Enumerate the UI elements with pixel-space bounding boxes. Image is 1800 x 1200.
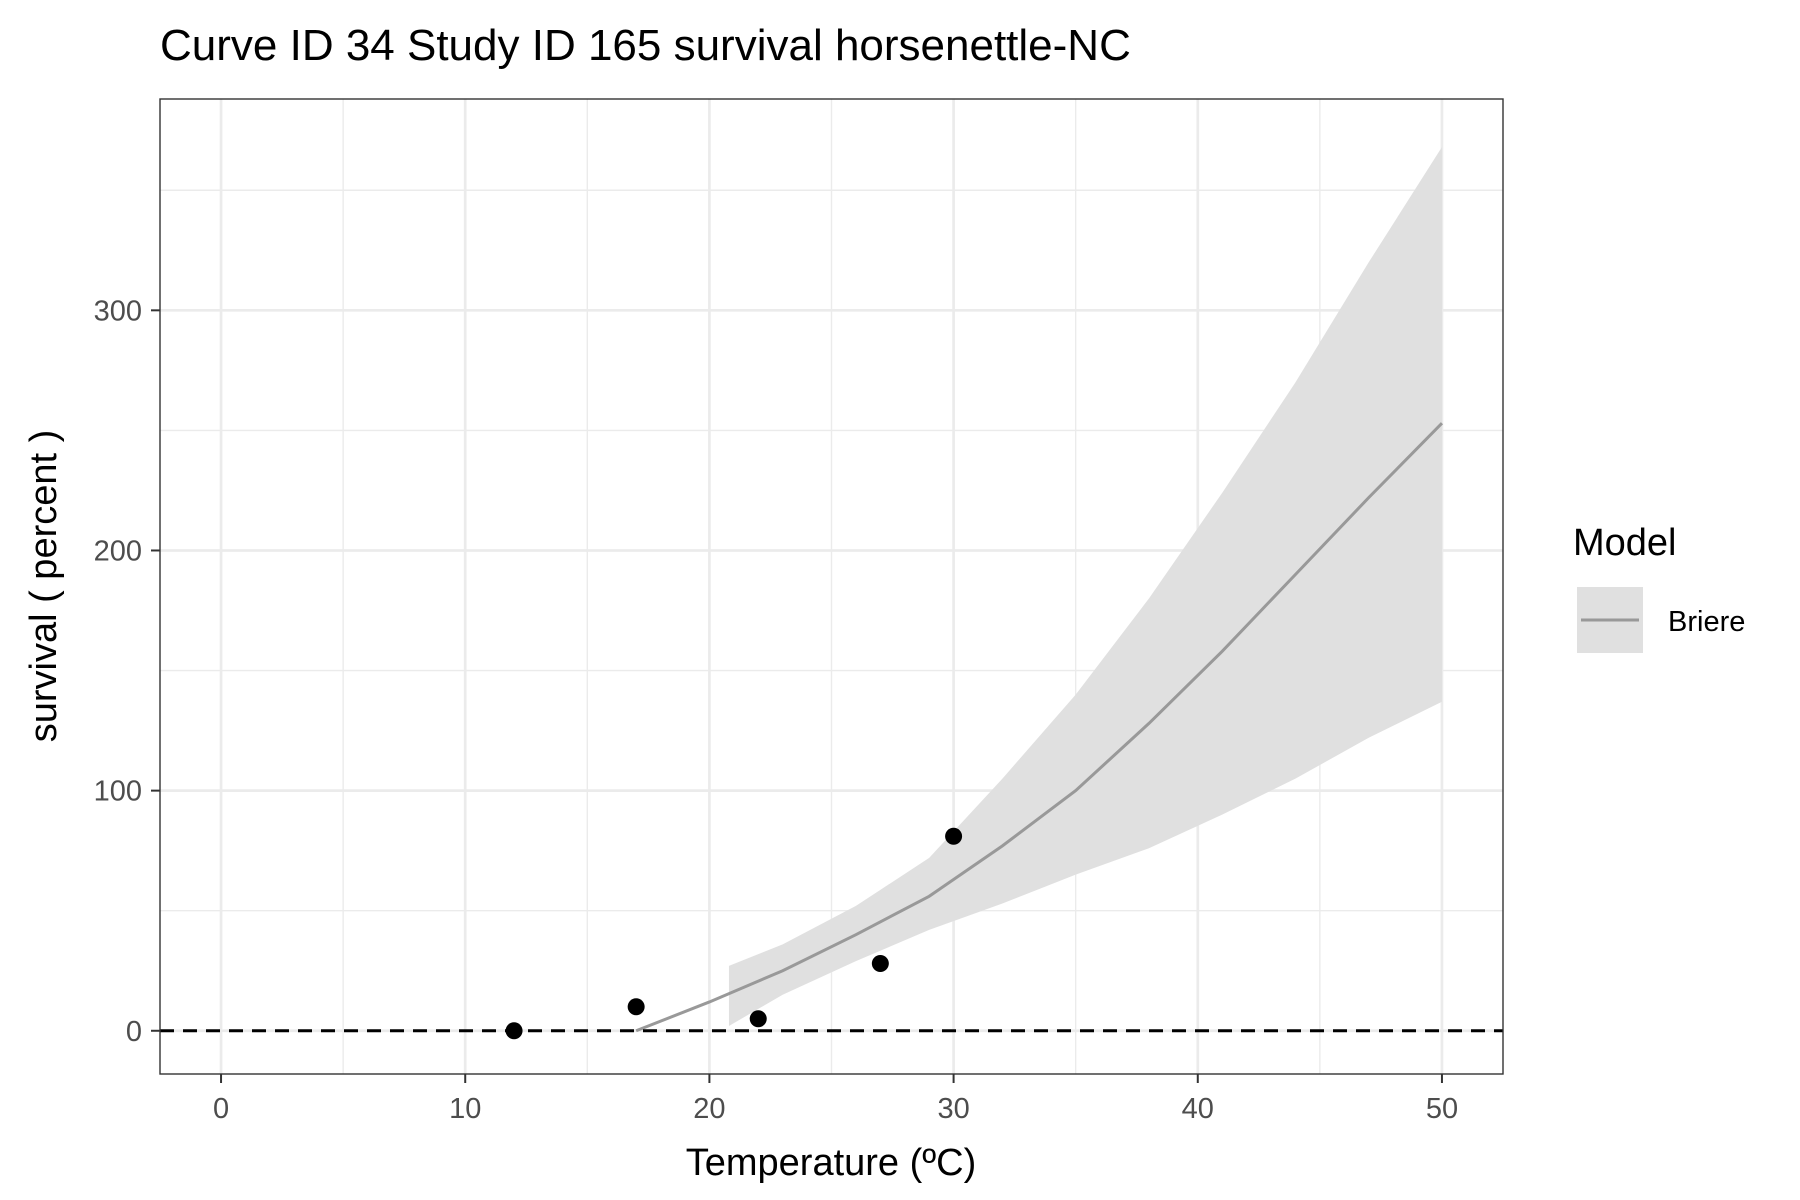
x-axis: 0 10 20 30 40 50 bbox=[213, 1074, 1458, 1125]
data-point bbox=[945, 827, 963, 845]
x-axis-title: Temperature (ºC) bbox=[686, 1142, 977, 1184]
data-point bbox=[627, 998, 645, 1016]
model-curve-layer bbox=[160, 422, 1503, 1033]
y-axis-title: survival ( percent ) bbox=[23, 430, 65, 743]
legend: Model Briere bbox=[1573, 522, 1745, 653]
y-axis: 0 100 200 300 bbox=[94, 295, 160, 1048]
x-tick-label: 0 bbox=[213, 1093, 229, 1125]
x-tick-label: 40 bbox=[1182, 1093, 1214, 1125]
data-point bbox=[749, 1010, 767, 1028]
chart-title: Curve ID 34 Study ID 165 survival horsen… bbox=[160, 21, 1131, 70]
y-tick-label: 0 bbox=[126, 1016, 142, 1048]
x-tick-label: 30 bbox=[937, 1093, 969, 1125]
data-points-layer bbox=[505, 827, 963, 1040]
model-curve-briere bbox=[635, 422, 1444, 1033]
plot-panel-border bbox=[159, 98, 1504, 1075]
data-point bbox=[871, 955, 889, 973]
x-tick-label: 20 bbox=[693, 1093, 725, 1125]
x-tick-label: 50 bbox=[1426, 1093, 1458, 1125]
legend-title: Model bbox=[1573, 522, 1677, 564]
y-tick-label: 200 bbox=[94, 535, 142, 567]
confidence-ribbon bbox=[728, 147, 1442, 1026]
confidence-ribbon-layer bbox=[728, 147, 1442, 1026]
data-point bbox=[505, 1022, 523, 1040]
x-tick-label: 10 bbox=[449, 1093, 481, 1125]
y-tick-label: 100 bbox=[94, 776, 142, 808]
y-tick-label: 300 bbox=[94, 295, 142, 327]
legend-label-briere: Briere bbox=[1668, 606, 1745, 638]
